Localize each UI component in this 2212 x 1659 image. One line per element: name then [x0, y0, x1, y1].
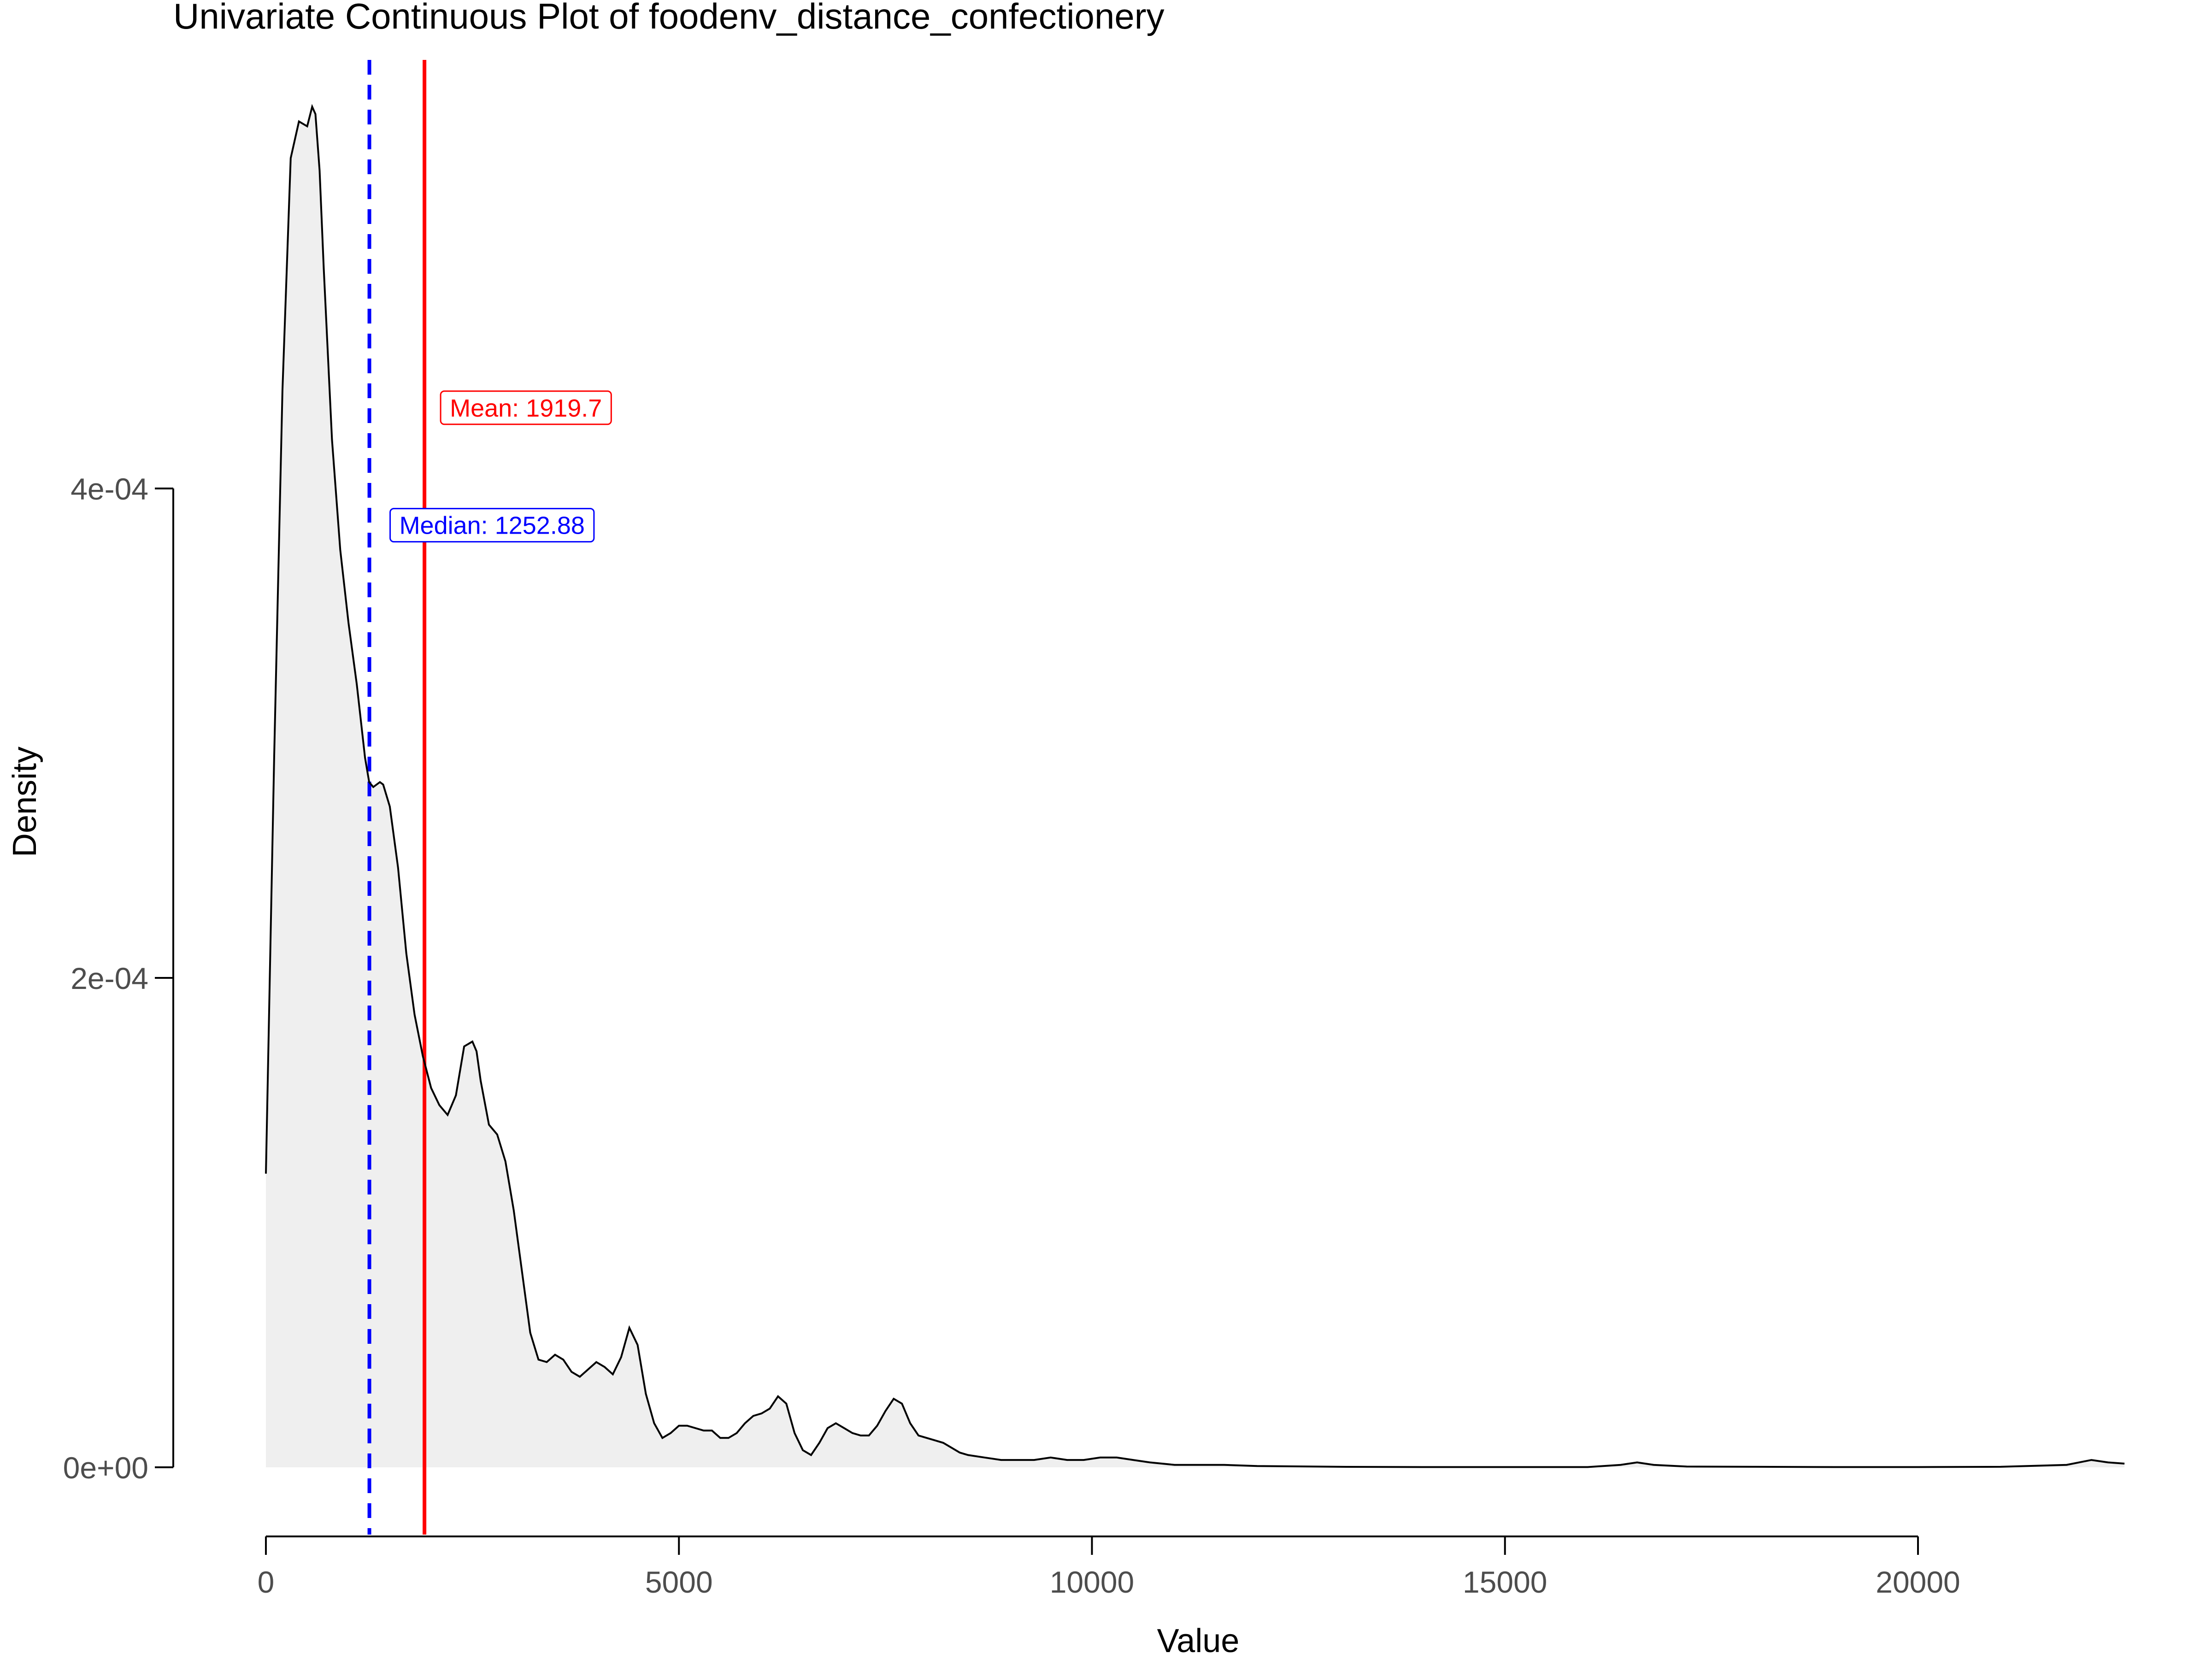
density-curve: [265, 104, 2125, 1468]
mean-label-text: Mean: 1919.7: [450, 394, 602, 422]
y-tick-label: 4e-04: [71, 472, 148, 506]
median-label-text: Median: 1252.88: [400, 512, 585, 540]
x-tick-label: 20000: [1876, 1565, 1960, 1599]
mean-label: Mean: 1919.7: [440, 390, 612, 425]
density-area: [266, 106, 2125, 1467]
mean-label-box: [440, 390, 612, 425]
y-tick-label: 0e+00: [63, 1451, 148, 1485]
median-label: Median: 1252.88: [389, 508, 595, 543]
x-axis-title: Value: [1157, 1623, 1240, 1659]
median-label-box: [389, 508, 595, 543]
y-axis-ticks: 0e+00 2e-04 4e-04: [63, 472, 173, 1485]
y-axis-title: Density: [6, 747, 43, 857]
x-axis-ticks: 0 5000 10000 15000 20000: [258, 1536, 1960, 1599]
x-tick-label: 15000: [1463, 1565, 1547, 1599]
x-tick-label: 0: [258, 1565, 275, 1599]
x-tick-label: 5000: [645, 1565, 713, 1599]
chart-title: Univariate Continuous Plot of foodenv_di…: [173, 0, 1165, 36]
x-tick-label: 10000: [1050, 1565, 1135, 1599]
y-tick-label: 2e-04: [71, 961, 148, 995]
